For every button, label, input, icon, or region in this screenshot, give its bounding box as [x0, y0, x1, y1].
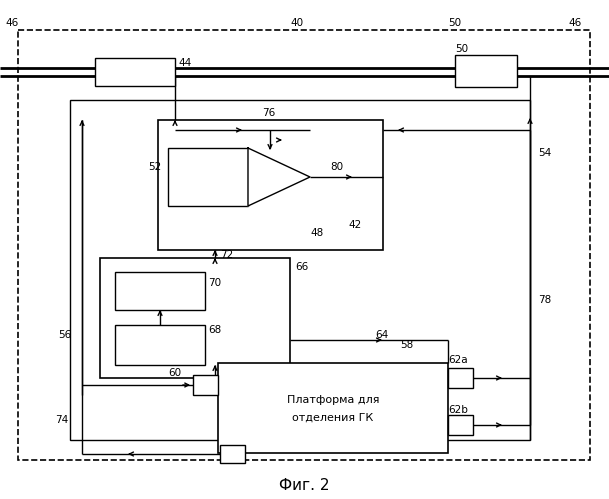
Bar [115, 325, 205, 365]
Text: 72: 72 [220, 250, 233, 260]
Bar [218, 363, 448, 453]
Bar [455, 55, 517, 87]
Text: 70: 70 [208, 278, 221, 288]
Text: 56: 56 [58, 330, 71, 340]
Polygon shape [248, 148, 310, 206]
Text: 62C: 62C [225, 448, 245, 458]
Text: 64: 64 [375, 330, 389, 340]
Text: 48: 48 [310, 228, 323, 238]
Text: 52: 52 [148, 162, 161, 172]
Bar [115, 272, 205, 310]
Text: Платформа для: Платформа для [287, 395, 379, 405]
Bar [168, 148, 248, 206]
Bar [193, 375, 218, 395]
Text: 76: 76 [262, 108, 275, 118]
Text: 50: 50 [455, 44, 468, 54]
Text: 66: 66 [295, 262, 308, 272]
Text: 78: 78 [538, 295, 551, 305]
Text: 68: 68 [208, 325, 221, 335]
Text: отделения ГК: отделения ГК [292, 413, 374, 423]
Text: 62a: 62a [448, 355, 468, 365]
Text: 46: 46 [5, 18, 18, 28]
Bar [448, 368, 473, 388]
Text: 58: 58 [400, 340, 414, 350]
Text: 44: 44 [178, 58, 191, 68]
Text: 54: 54 [538, 148, 551, 158]
Text: 42: 42 [348, 220, 361, 230]
Text: 60: 60 [168, 368, 181, 378]
Text: 46: 46 [568, 18, 581, 28]
Text: Фиг. 2: Фиг. 2 [279, 478, 329, 493]
Bar [158, 120, 383, 250]
Text: 62b: 62b [448, 405, 468, 415]
Bar [100, 258, 290, 378]
Bar [95, 58, 175, 86]
Text: 74: 74 [55, 415, 68, 425]
Text: 40: 40 [290, 18, 303, 28]
Bar [448, 415, 473, 435]
Text: 80: 80 [330, 162, 343, 172]
Text: 50: 50 [448, 18, 461, 28]
Bar [18, 30, 590, 460]
Bar [70, 100, 530, 440]
Bar [220, 445, 245, 463]
